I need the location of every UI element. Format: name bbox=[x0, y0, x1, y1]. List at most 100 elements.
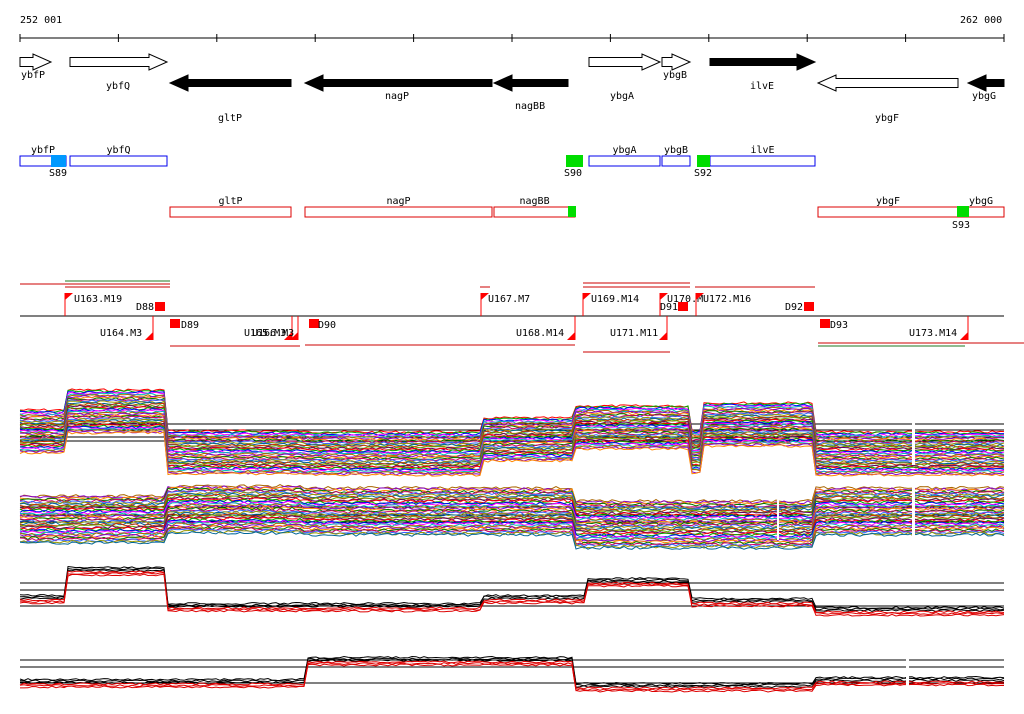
end-flag bbox=[659, 332, 667, 340]
transcript-track: U163.M19 U167.M7 U169.M14 U170.M U172.M16 U16… bbox=[20, 280, 1024, 353]
expression-trace bbox=[19, 393, 1005, 440]
gene-box bbox=[169, 206, 292, 218]
promoter-marker bbox=[170, 319, 180, 328]
track-gap bbox=[777, 500, 779, 540]
start-flag bbox=[583, 293, 591, 300]
promoter-label: D89 bbox=[181, 320, 199, 331]
promoter-marker bbox=[820, 319, 830, 328]
expression-trace bbox=[19, 497, 1005, 517]
expression-trace bbox=[19, 390, 1005, 436]
expression-trace bbox=[19, 521, 1005, 541]
promoter-label: D93 bbox=[830, 320, 848, 331]
end-flag bbox=[145, 332, 153, 340]
gene-arrow bbox=[69, 53, 169, 71]
expression-trace bbox=[19, 499, 1005, 519]
expression-trace bbox=[19, 405, 1005, 452]
gene-arrow bbox=[492, 74, 569, 92]
gene-box-label: ybfQ bbox=[107, 145, 131, 156]
gene-arrow-label: ybfP bbox=[21, 70, 45, 81]
gene-arrow-label: ybgG bbox=[972, 91, 996, 102]
gene-box bbox=[661, 155, 691, 167]
expression-trace bbox=[19, 655, 1005, 686]
gene-arrow-label: ybgF bbox=[875, 113, 899, 124]
forward-gene-track: ybfP ybfQ ybgA ybgB ilvE S89 S90 S92 bbox=[19, 145, 816, 179]
coordinate-ruler: 252 001 262 000 bbox=[19, 15, 1005, 42]
gene-arrow-track: ybfP ybfQ gltP nagP nagBB ybgA ybgB ilvE ybgF ybg… bbox=[19, 53, 1005, 124]
transcript-label: U170.M bbox=[667, 294, 703, 305]
start-flag bbox=[696, 293, 704, 300]
expression-trace bbox=[19, 515, 1005, 535]
expression-trace bbox=[19, 519, 1005, 540]
expression-trace bbox=[20, 528, 1005, 548]
site-label: S89 bbox=[49, 168, 67, 179]
end-flag bbox=[567, 332, 575, 340]
promoter-label: D92 bbox=[785, 302, 803, 313]
gene-arrow bbox=[966, 74, 1005, 92]
transcript-label: U166.M3 bbox=[252, 328, 294, 339]
track-gap bbox=[906, 655, 909, 695]
gene-box-label: gltP bbox=[219, 196, 243, 207]
ruler-start-label: 252 001 bbox=[20, 15, 62, 26]
end-flag bbox=[960, 332, 968, 340]
site-label: S90 bbox=[564, 168, 582, 179]
gene-arrow bbox=[168, 74, 292, 92]
expression-trace bbox=[20, 663, 1004, 693]
expression-trace bbox=[19, 403, 1005, 450]
expression-trace bbox=[19, 661, 1005, 692]
expression-trace bbox=[19, 508, 1005, 527]
gene-box-label: nagP bbox=[387, 196, 411, 207]
gene-arrow-label: gltP bbox=[218, 113, 242, 124]
track-gap bbox=[912, 480, 915, 540]
expression-trace bbox=[19, 660, 1005, 690]
transcript-label: U167.M7 bbox=[488, 294, 530, 305]
transcript-label: U169.M14 bbox=[591, 294, 639, 305]
site-label: S92 bbox=[694, 168, 712, 179]
gene-arrow-label: ybgA bbox=[610, 91, 634, 102]
transcript-label: U173.M14 bbox=[909, 328, 957, 339]
gene-box-label: ybgA bbox=[613, 145, 637, 156]
expression-trace bbox=[19, 530, 1005, 550]
expression-trace bbox=[19, 572, 1005, 616]
gene-arrow-label: ilvE bbox=[750, 81, 774, 92]
transcript-label: U163.M19 bbox=[74, 294, 122, 305]
start-flag bbox=[660, 293, 668, 300]
site-marker bbox=[566, 155, 583, 167]
expression-trace bbox=[19, 502, 1005, 522]
expression-trace bbox=[19, 511, 1005, 531]
expression-trace bbox=[19, 420, 1005, 466]
ruler-end-label: 262 000 bbox=[960, 15, 1002, 26]
expression-trace bbox=[19, 414, 1005, 461]
gene-box-label: nagBB bbox=[520, 196, 550, 207]
site-marker bbox=[957, 206, 969, 217]
expression-trace bbox=[19, 416, 1005, 463]
expression-trace bbox=[19, 430, 1005, 477]
site-marker bbox=[568, 206, 576, 217]
expression-trace bbox=[19, 392, 1005, 439]
reverse-gene-track: gltP nagP nagBB ybgF ybgG S93 bbox=[169, 196, 1005, 231]
promoter-label: D91 bbox=[660, 302, 678, 313]
expression-trace bbox=[19, 412, 1005, 458]
start-flag bbox=[65, 293, 73, 300]
gene-arrow bbox=[303, 74, 493, 92]
gene-box-label: ybgG bbox=[969, 196, 993, 207]
end-flag bbox=[290, 332, 298, 340]
promoter-label: D90 bbox=[318, 320, 336, 331]
transcript-label: U171.M11 bbox=[610, 328, 658, 339]
expression-trace bbox=[19, 395, 1005, 442]
transcript-label: U172.M16 bbox=[703, 294, 751, 305]
expression-trace bbox=[19, 427, 1005, 474]
gene-arrow bbox=[709, 53, 817, 71]
expression-trace bbox=[19, 527, 1005, 547]
expression-trace bbox=[20, 514, 1005, 533]
expression-trace bbox=[19, 569, 1005, 613]
promoter-marker bbox=[678, 302, 688, 311]
expression-trace bbox=[20, 409, 1005, 455]
gene-box bbox=[493, 206, 576, 218]
site-marker bbox=[697, 155, 710, 167]
expression-trace bbox=[19, 486, 1005, 506]
transcript-label: U165.M3 bbox=[244, 328, 286, 339]
expression-trace bbox=[19, 529, 1005, 549]
transcript-label: U164.M3 bbox=[100, 328, 142, 339]
expression-trace bbox=[19, 525, 1005, 545]
gene-box-label: ybgB bbox=[664, 145, 688, 156]
